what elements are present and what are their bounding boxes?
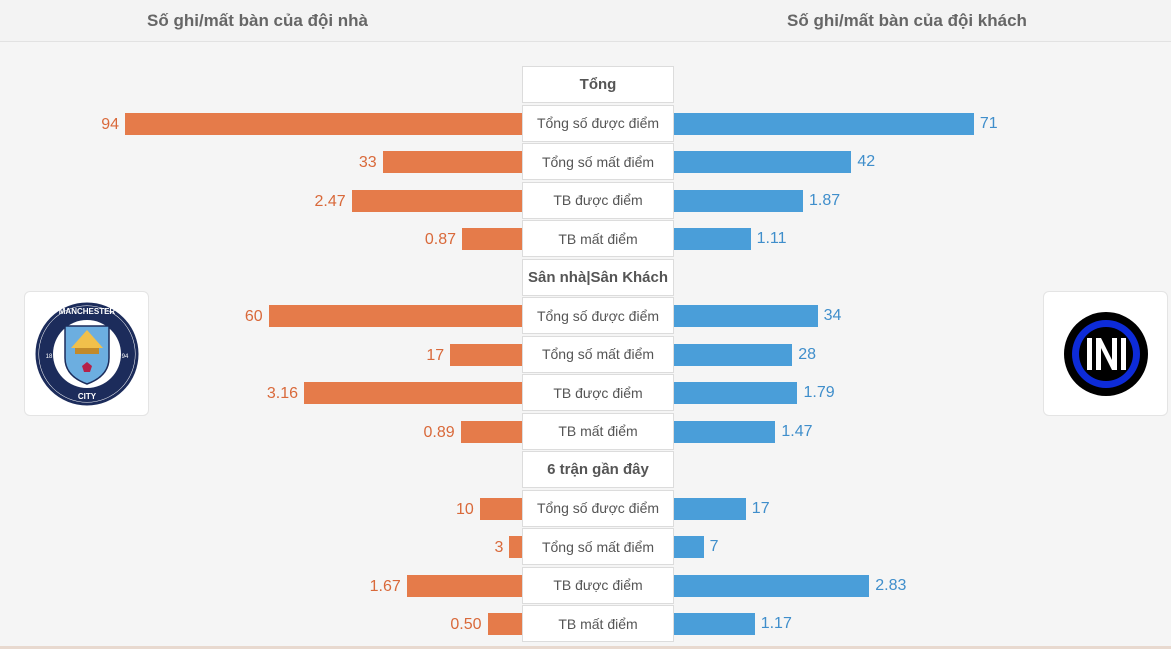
- away-value-label: 1.47: [781, 422, 813, 440]
- away-bar[interactable]: [674, 574, 870, 597]
- row-label: TB được điểm: [522, 374, 674, 411]
- home-value-label: 33: [358, 154, 377, 171]
- away-value-label: 1.17: [760, 615, 792, 632]
- svg-text:CITY: CITY: [78, 392, 97, 401]
- home-value-label: 2.47: [314, 192, 346, 210]
- row-label: TB mất điểm: [522, 412, 674, 450]
- away-value-label: 34: [823, 307, 842, 324]
- away-bar[interactable]: [674, 613, 755, 635]
- row-label: Tổng số mất điểm: [522, 143, 674, 180]
- header: Số ghi/mất bàn của đội nhà Số ghi/mất bà…: [0, 0, 1171, 42]
- svg-text:94: 94: [122, 354, 129, 360]
- away-team-logo[interactable]: [1043, 291, 1168, 416]
- home-value-label: 3: [494, 539, 504, 556]
- row-label: Tổng số được điểm: [522, 489, 674, 527]
- row-label: Tổng số mất điểm: [522, 335, 674, 373]
- home-value-label: 1.67: [369, 577, 401, 595]
- section-title: Sân nhà|Sân Khách: [522, 258, 674, 296]
- away-value-label: 2.83: [875, 576, 907, 594]
- section-title: Tổng: [522, 66, 674, 103]
- row-label: TB được điểm: [522, 181, 674, 219]
- away-value-label: 17: [751, 499, 770, 517]
- row-label: TB được điểm: [522, 566, 674, 604]
- away-bar[interactable]: [674, 382, 798, 404]
- home-value-label: 94: [101, 115, 119, 133]
- svg-text:18: 18: [46, 354, 53, 360]
- home-team-logo[interactable]: MANCHESTER CITY 18 94: [24, 291, 149, 416]
- home-bar[interactable]: [479, 497, 522, 520]
- away-bar[interactable]: [674, 151, 852, 173]
- away-value-label: 1.11: [756, 230, 787, 247]
- away-bar[interactable]: [674, 420, 776, 443]
- away-bar[interactable]: [674, 112, 974, 135]
- inter-crest-icon: [1064, 312, 1148, 396]
- home-bar[interactable]: [406, 574, 522, 597]
- divider: [0, 646, 1171, 649]
- row-label: Tổng số được điểm: [522, 297, 674, 334]
- row-label: Tổng số mất điểm: [522, 528, 674, 565]
- home-team-title: Số ghi/mất bàn của đội nhà: [147, 11, 369, 30]
- away-value-label: 28: [798, 345, 817, 363]
- section-title: 6 trận gần đây: [522, 451, 674, 488]
- away-value-label: 42: [857, 153, 876, 170]
- away-bar[interactable]: [674, 228, 751, 250]
- home-bar[interactable]: [450, 343, 522, 366]
- away-value-label: 1.87: [809, 191, 841, 209]
- row-label: Tổng số được điểm: [522, 104, 674, 142]
- home-bar[interactable]: [461, 228, 522, 250]
- away-bar[interactable]: [674, 343, 793, 366]
- row-label: TB mất điểm: [522, 605, 674, 642]
- away-value-label: 7: [709, 538, 719, 555]
- away-bar[interactable]: [674, 497, 746, 520]
- home-value-label: 0.50: [450, 616, 482, 633]
- home-value-label: 0.87: [424, 231, 456, 248]
- home-bar[interactable]: [382, 151, 522, 173]
- home-value-label: 3.16: [266, 385, 298, 402]
- away-value-label: 71: [979, 114, 998, 132]
- home-bar[interactable]: [487, 613, 522, 635]
- home-bar[interactable]: [509, 536, 522, 558]
- away-bar[interactable]: [674, 536, 704, 558]
- home-value-label: 0.89: [423, 423, 455, 441]
- away-bar[interactable]: [674, 189, 803, 212]
- home-bar[interactable]: [460, 420, 522, 443]
- home-bar[interactable]: [268, 305, 522, 327]
- home-bar[interactable]: [351, 189, 522, 212]
- away-bar[interactable]: [674, 305, 818, 327]
- home-bar[interactable]: [125, 112, 522, 135]
- away-value-label: 1.79: [803, 384, 835, 401]
- manchester-city-crest-icon: MANCHESTER CITY 18 94: [35, 302, 139, 406]
- svg-text:MANCHESTER: MANCHESTER: [59, 307, 116, 316]
- home-value-label: 60: [244, 308, 263, 325]
- home-value-label: 17: [426, 346, 445, 364]
- home-value-label: 10: [455, 500, 474, 518]
- away-team-title: Số ghi/mất bàn của đội khách: [787, 11, 1027, 30]
- row-label: TB mất điểm: [522, 220, 674, 257]
- home-bar[interactable]: [304, 382, 522, 404]
